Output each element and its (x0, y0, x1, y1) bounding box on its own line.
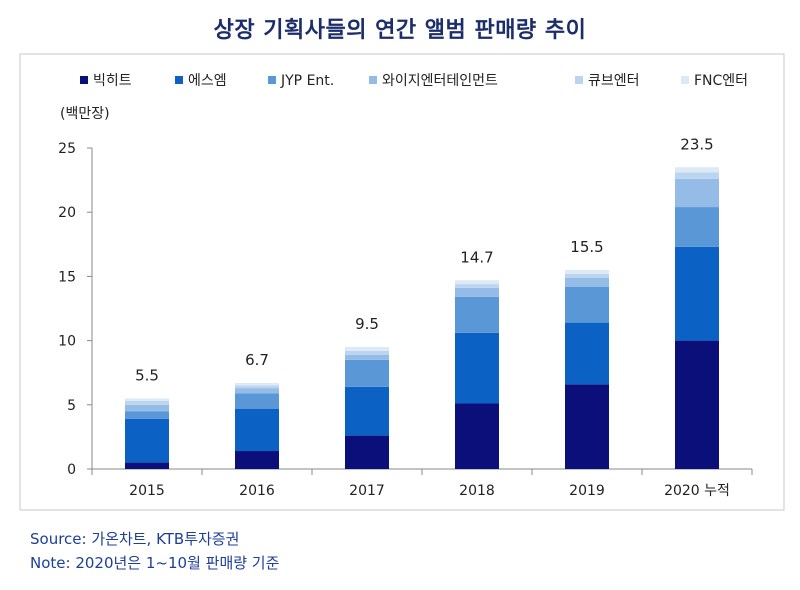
bar-segment (345, 386, 389, 436)
y-tick-label: 10 (58, 334, 76, 350)
bar-segment (125, 418, 169, 463)
bar-segment (455, 403, 499, 469)
total-label: 14.7 (460, 248, 493, 266)
bar-segment (675, 340, 719, 469)
x-tick-label: 2015 (129, 483, 165, 499)
bar-segment (455, 287, 499, 297)
x-tick-label: 2020 누적 (664, 483, 730, 499)
legend-label: 큐브엔터 (588, 73, 640, 89)
bar-segment (235, 382, 279, 386)
legend-label: JYP Ent. (280, 73, 334, 89)
total-label: 9.5 (355, 315, 379, 333)
bar-segment (565, 322, 609, 385)
bar-segment (125, 404, 169, 412)
legend-swatch (268, 76, 276, 84)
y-tick-label: 15 (58, 269, 76, 285)
bar-segment (345, 347, 389, 351)
bar-segment (565, 286, 609, 323)
bar-segment (125, 411, 169, 419)
bar-segment (675, 172, 719, 179)
chart-title: 상장 기획사들의 연간 앨범 판매량 추이 (213, 18, 587, 43)
source-note: Source: 가온차트, KTB투자증권 (30, 530, 240, 548)
legend-swatch (575, 76, 583, 84)
bars (125, 167, 719, 469)
legend-swatch (175, 76, 183, 84)
total-label: 5.5 (135, 366, 159, 384)
bar-segment (235, 393, 279, 409)
footnote: Note: 2020년은 1~10월 판매량 기준 (30, 554, 280, 572)
bar-segment (565, 277, 609, 287)
bar-segment (125, 398, 169, 401)
total-label: 15.5 (570, 238, 603, 256)
bar-segment (455, 284, 499, 288)
bar-segment (125, 400, 169, 405)
bar-segment (235, 408, 279, 452)
total-label: 23.5 (680, 135, 713, 153)
bar-segment (565, 269, 609, 274)
bar-segment (565, 384, 609, 469)
bar-segment (345, 350, 389, 355)
bar-segment (235, 451, 279, 469)
axes: 0 5 10 15 20 25 2015 2016 2017 2018 2019 2020 누적 (58, 141, 753, 499)
x-tick-label: 2018 (459, 483, 495, 499)
bar-segment (345, 354, 389, 360)
unit-label: (백만장) (60, 106, 110, 122)
bar-segment (675, 178, 719, 208)
y-tick-label: 20 (58, 205, 76, 221)
bar-segment (455, 332, 499, 404)
x-tick-label: 2017 (349, 483, 385, 499)
bar-segment (675, 207, 719, 247)
legend-swatch (80, 76, 88, 84)
data-labels: 5.5 6.7 9.5 14.7 15.5 23.5 (135, 135, 714, 384)
bar-segment (235, 385, 279, 389)
bar-segment (235, 388, 279, 394)
bar-segment (345, 435, 389, 469)
bar-segment (675, 167, 719, 173)
bar-segment (125, 462, 169, 469)
y-tick-label: 5 (67, 398, 76, 414)
legend-label: 빅히트 (93, 73, 132, 89)
legend: 빅히트 에스엠 JYP Ent. 와이지엔터테인먼트 큐브엔터 FNC엔터 (80, 73, 748, 89)
legend-label: 와이지엔터테인먼트 (382, 73, 498, 89)
y-tick-label: 25 (58, 141, 76, 157)
bar-segment (455, 280, 499, 285)
bar-segment (455, 296, 499, 333)
bar-segment (675, 246, 719, 341)
legend-swatch (369, 76, 377, 84)
legend-label: 에스엠 (188, 73, 227, 89)
x-tick-label: 2019 (569, 483, 605, 499)
total-label: 6.7 (245, 351, 269, 369)
y-tick-label: 0 (67, 462, 76, 478)
x-tick-label: 2016 (239, 483, 275, 499)
bar-segment (565, 273, 609, 278)
legend-swatch (681, 76, 689, 84)
chart-frame (19, 53, 785, 511)
legend-label: FNC엔터 (694, 73, 748, 89)
bar-segment (345, 359, 389, 387)
stacked-bar-chart: 빅히트 에스엠 JYP Ent. 와이지엔터테인먼트 큐브엔터 FNC엔터 (백만장) 0… (19, 53, 785, 511)
